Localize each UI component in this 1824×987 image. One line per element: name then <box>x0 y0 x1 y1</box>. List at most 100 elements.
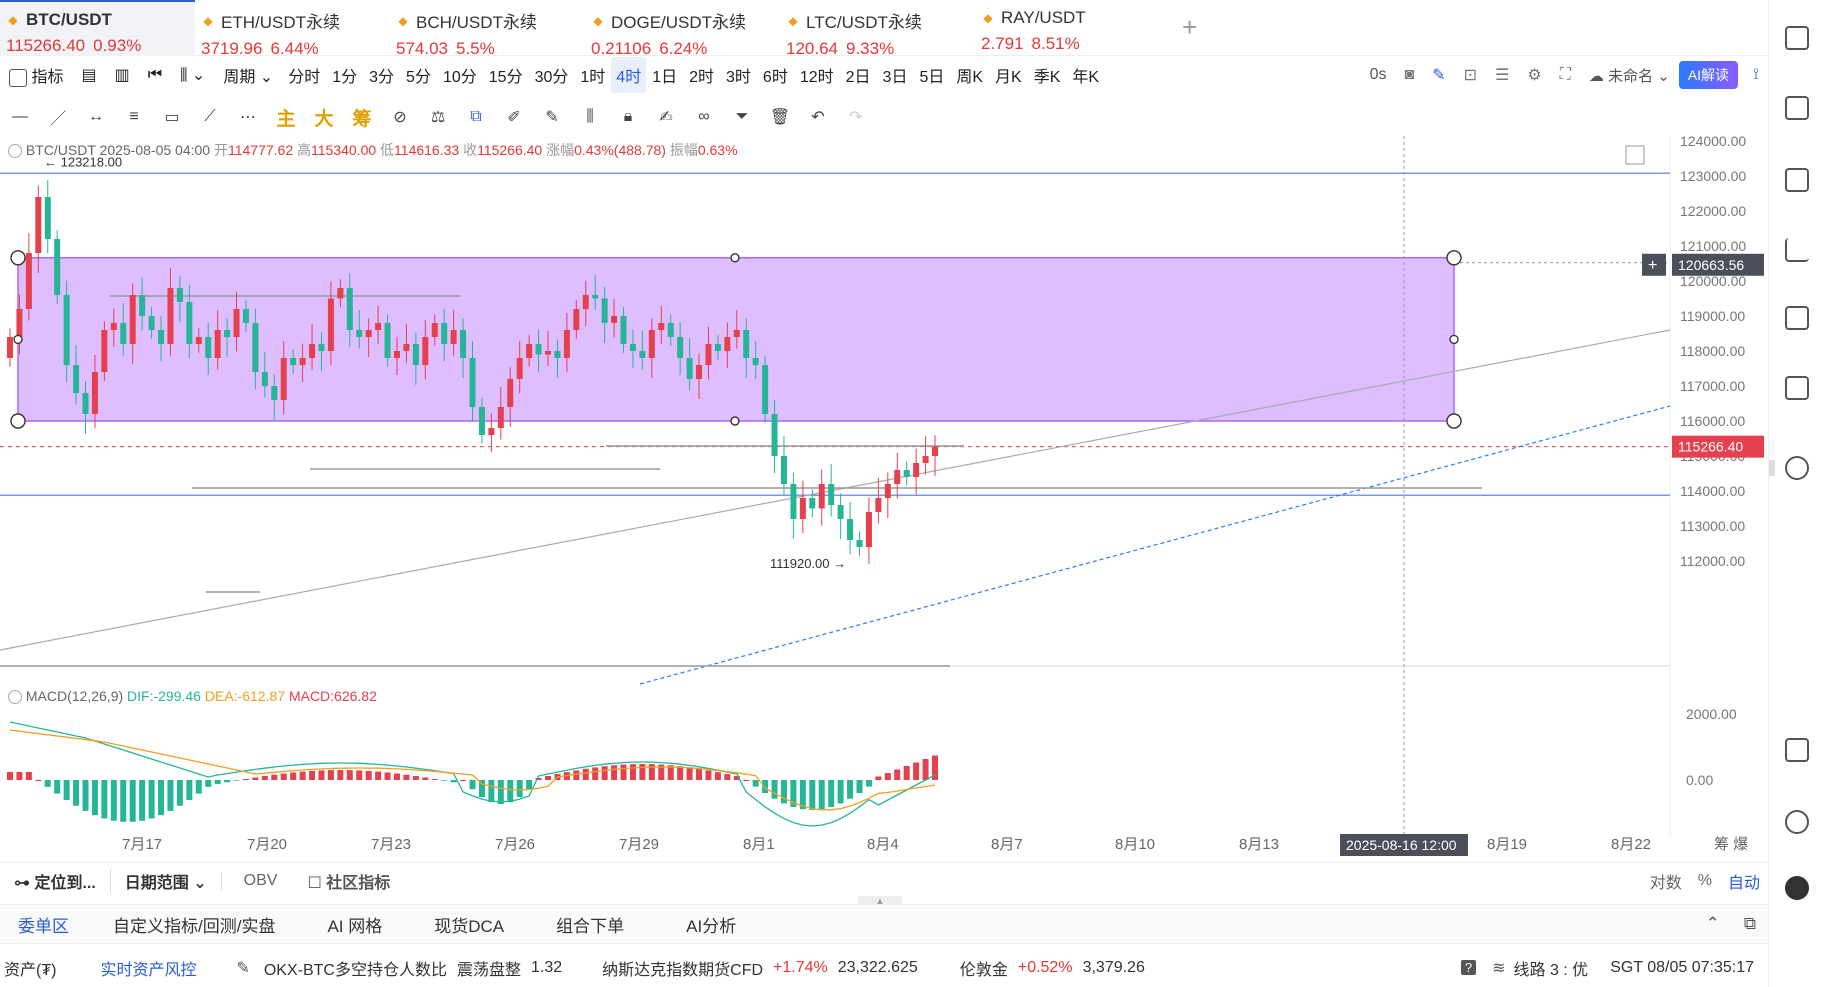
support-icon[interactable] <box>1785 810 1809 834</box>
ai-interpret-button[interactable]: AI解读 <box>1678 61 1739 89</box>
candle-icon[interactable]: ⫼ <box>586 108 594 125</box>
replay-icon[interactable]: ⏮ <box>147 66 163 83</box>
trendline-tool-icon[interactable]: ／ <box>49 111 66 128</box>
symbol-tab[interactable]: ◆ ETH/USDT永续 3719.96 6.44% <box>195 0 390 58</box>
eraser-icon[interactable]: ✎ <box>545 109 559 126</box>
percent-toggle[interactable]: % <box>1697 871 1712 889</box>
symbol-tab[interactable]: ◆ RAY/USDT 2.791 8.51% <box>975 0 1170 56</box>
camera-icon[interactable]: ◙ <box>1404 66 1415 83</box>
interval-12[interactable]: 6时 <box>762 69 788 86</box>
list-icon[interactable]: ☰ <box>1494 67 1510 84</box>
interval-17[interactable]: 周K <box>956 69 984 86</box>
ruler-icon[interactable]: ✐ <box>507 109 521 126</box>
ticker2-name[interactable]: 纳斯达克指数期货CFD <box>602 961 764 979</box>
document-icon[interactable] <box>1785 96 1809 120</box>
redo-icon[interactable]: ↷ <box>849 109 863 126</box>
assets-label[interactable]: 资产(₮) <box>4 961 57 979</box>
lock-icon[interactable]: 🔒︎ <box>623 108 633 125</box>
pen-icon[interactable]: ✎ <box>1432 67 1446 84</box>
interval-18[interactable]: 月K <box>995 69 1022 86</box>
exchange-icon[interactable] <box>1785 456 1809 480</box>
risk-link[interactable]: 实时资产风控 <box>100 961 197 979</box>
community-indicator-button[interactable]: ☐ 社区指标 <box>307 874 391 892</box>
trash-icon[interactable]: 🗑︎ <box>769 109 791 126</box>
interval-1[interactable]: 1分 <box>332 69 358 86</box>
filter-icon[interactable]: ⏷ <box>735 108 749 125</box>
interval-8[interactable]: 4时 <box>611 57 647 93</box>
ticker1-name[interactable]: OKX-BTC多空持仓人数比 <box>263 961 447 979</box>
period-button[interactable]: 周期 ⌄ <box>223 69 274 86</box>
interval-3[interactable]: 5分 <box>406 69 431 86</box>
date-range-button[interactable]: 日期范围 ⌄ <box>109 868 221 893</box>
dollar-icon[interactable] <box>1785 168 1809 192</box>
magnet-icon[interactable]: ⊘ <box>393 109 407 126</box>
share-icon[interactable]: ⟟ <box>1753 66 1759 83</box>
settings-icon[interactable]: ⚙ <box>1527 67 1542 84</box>
measure-icon[interactable]: ⚖ <box>430 109 446 126</box>
interval-11[interactable]: 3时 <box>726 69 751 86</box>
interval-16[interactable]: 5日 <box>919 69 945 86</box>
big-chip-button[interactable]: 大 <box>314 108 334 130</box>
main-chip-button[interactable]: 主 <box>276 108 296 130</box>
interval-13[interactable]: 12时 <box>799 69 834 86</box>
edit-icon[interactable]: ✎ <box>236 959 250 977</box>
locate-button[interactable]: ⊶ 定位到... <box>14 874 96 892</box>
interval-5[interactable]: 15分 <box>488 69 523 86</box>
chart-type-icon[interactable]: ⫼ ⌄ <box>180 67 206 84</box>
bottom-tab-3[interactable]: 现货DCA <box>434 916 505 936</box>
interval-14[interactable]: 2日 <box>845 69 871 86</box>
interval-2[interactable]: 3分 <box>369 69 395 86</box>
interval-9[interactable]: 1日 <box>652 69 678 86</box>
rect-tool-icon[interactable]: ▭ <box>164 109 180 126</box>
monitor-icon[interactable] <box>1785 306 1809 330</box>
interval-15[interactable]: 3日 <box>882 69 908 86</box>
panel-drag-handle[interactable]: ▲ <box>858 896 902 906</box>
calendar-icon[interactable]: ▤ <box>81 67 97 84</box>
obv-button[interactable]: OBV <box>220 871 300 890</box>
alert-icon[interactable]: ⊡ <box>1463 67 1477 84</box>
auto-toggle[interactable]: 自动 <box>1727 874 1760 892</box>
link-icon[interactable]: ∞ <box>698 108 710 125</box>
symbol-tab[interactable]: ◆ LTC/USDT永续 120.64 9.33% <box>780 0 975 58</box>
collapse-icon[interactable] <box>8 144 22 159</box>
bottom-tab-5[interactable]: AI分析 <box>686 916 737 936</box>
bottom-tab-4[interactable]: 组合下单 <box>556 916 625 936</box>
ticker3-name[interactable]: 伦敦金 <box>959 961 1008 979</box>
interval-10[interactable]: 2时 <box>689 69 715 86</box>
layout-icon[interactable]: ▥ <box>114 67 130 84</box>
fullscreen-icon[interactable]: ⛶ <box>1559 66 1571 83</box>
log-toggle[interactable]: 对数 <box>1649 874 1682 892</box>
line-status[interactable]: 线路 3 : 优 <box>1513 961 1589 979</box>
hline-tool-icon[interactable]: — <box>12 108 28 125</box>
chip-distribution-button[interactable]: 筹 <box>352 108 372 130</box>
interval-4[interactable]: 10分 <box>442 69 477 86</box>
interval-0[interactable]: 分时 <box>288 69 321 86</box>
undo-icon[interactable]: ↶ <box>811 109 825 126</box>
interval-20[interactable]: 年K <box>1072 69 1100 86</box>
interval-19[interactable]: 季K <box>1033 69 1061 86</box>
bottom-tab-0[interactable]: 委单区 <box>18 916 69 936</box>
parallel-tool-icon[interactable]: ≡ <box>129 108 139 125</box>
interval-6[interactable]: 30分 <box>534 69 569 86</box>
symbol-tab[interactable]: ◆ BTC/USDT 115266.40 0.93% <box>0 0 195 56</box>
add-tab-icon[interactable]: + <box>1182 12 1198 42</box>
more-tools-icon[interactable]: ⋯ <box>240 109 256 126</box>
layout-name-button[interactable]: ☁ 未命名 ⌄ <box>1588 67 1670 85</box>
indicators-button[interactable]: 指标 <box>0 63 72 87</box>
help-icon[interactable]: ? <box>1460 960 1477 975</box>
macd-collapse-icon[interactable] <box>8 690 22 705</box>
bottom-tab-1[interactable]: 自定义指标/回测/实盘 <box>113 916 276 936</box>
interval-7[interactable]: 1时 <box>580 69 606 86</box>
price-chart[interactable]: 124000.00 123000.00 122000.00 121000.00 1200… <box>0 136 1768 856</box>
trend-icon[interactable] <box>1785 238 1809 262</box>
sidebar-collapse-handle[interactable] <box>1769 460 1775 476</box>
popout-panel-icon[interactable]: ⧉ <box>1743 914 1756 933</box>
assistant-robot-icon[interactable] <box>1785 876 1809 900</box>
note-icon[interactable]: ✍ <box>659 109 673 126</box>
etf-icon[interactable] <box>1785 376 1809 400</box>
panel-layout-icon[interactable] <box>1785 738 1809 762</box>
brush-tool-icon[interactable]: ⟋ <box>204 108 216 125</box>
ray-tool-icon[interactable]: ↔ <box>88 108 104 125</box>
symbol-tab[interactable]: ◆ BCH/USDT永续 574.03 5.5% <box>390 0 585 58</box>
collapse-panel-icon[interactable]: ⌃ <box>1705 914 1720 933</box>
